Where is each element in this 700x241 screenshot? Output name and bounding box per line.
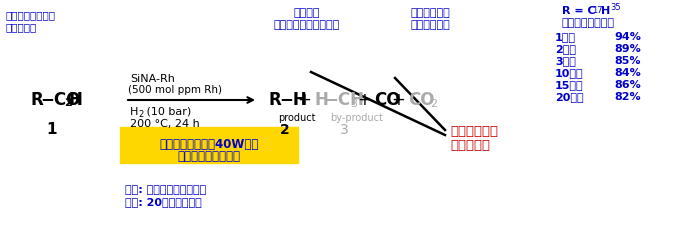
Text: H: H	[601, 6, 610, 16]
Text: 第二世代: 第二世代	[294, 8, 321, 18]
Text: R: R	[30, 91, 43, 109]
Text: +: +	[297, 91, 311, 109]
Text: R: R	[268, 91, 281, 109]
Text: +: +	[391, 91, 405, 109]
Text: −CO: −CO	[40, 91, 80, 109]
Text: +: +	[357, 91, 371, 109]
Text: 一酸化炭素は: 一酸化炭素は	[410, 8, 450, 18]
Text: マイクロ波照射　40W程度: マイクロ波照射 40W程度	[160, 138, 259, 151]
Text: 94%: 94%	[614, 32, 641, 42]
Text: H: H	[69, 91, 83, 109]
Text: （省エネルギー化）: （省エネルギー化）	[178, 150, 241, 163]
Text: バイオマス由来の: バイオマス由来の	[5, 10, 55, 20]
Text: 触媒: 20回再利用可能: 触媒: 20回再利用可能	[125, 197, 202, 207]
Text: (10 bar): (10 bar)	[143, 107, 191, 117]
Text: 86%: 86%	[614, 80, 640, 90]
Text: 2: 2	[138, 110, 144, 119]
Text: 石油合成原料: 石油合成原料	[410, 20, 450, 30]
Text: 水素: 再生可能エネルギー: 水素: 再生可能エネルギー	[125, 185, 206, 195]
Text: CO: CO	[408, 91, 435, 109]
Text: 2: 2	[280, 123, 290, 137]
Text: バイオディーゼル燃料: バイオディーゼル燃料	[274, 20, 340, 30]
Text: 35: 35	[610, 3, 621, 12]
Text: 200 °C, 24 h: 200 °C, 24 h	[130, 119, 199, 129]
Text: 2: 2	[64, 98, 71, 108]
Text: 生成しない: 生成しない	[450, 139, 490, 152]
Text: 1回目: 1回目	[555, 32, 576, 42]
Text: 2: 2	[430, 99, 437, 109]
Text: 82%: 82%	[614, 92, 640, 102]
Text: −H: −H	[279, 91, 307, 109]
Text: 二酸化炭素は: 二酸化炭素は	[450, 125, 498, 138]
Text: 17: 17	[592, 6, 603, 15]
Text: 2回目: 2回目	[555, 44, 576, 54]
Text: 1: 1	[47, 122, 57, 137]
Text: SiNA-Rh: SiNA-Rh	[130, 74, 175, 84]
Text: 3回目: 3回目	[555, 56, 576, 66]
Text: 3: 3	[350, 99, 357, 109]
Text: 20回目: 20回目	[555, 92, 584, 102]
Text: 89%: 89%	[614, 44, 640, 54]
Text: （ステアリン酸）: （ステアリン酸）	[562, 18, 615, 28]
Text: (500 mol ppm Rh): (500 mol ppm Rh)	[128, 85, 222, 95]
Text: by-product: by-product	[330, 113, 383, 123]
Text: R = C: R = C	[562, 6, 596, 16]
Text: H: H	[314, 91, 328, 109]
Text: CO: CO	[374, 91, 400, 109]
Text: product: product	[278, 113, 316, 123]
Text: 10回目: 10回目	[555, 68, 584, 78]
Text: 84%: 84%	[614, 68, 640, 78]
Text: H: H	[130, 107, 139, 117]
FancyBboxPatch shape	[120, 127, 298, 163]
Text: 遊離脂肪酸: 遊離脂肪酸	[5, 22, 36, 32]
Text: 3: 3	[340, 123, 349, 137]
Text: 15回目: 15回目	[555, 80, 584, 90]
Text: −CH: −CH	[324, 91, 364, 109]
Text: 85%: 85%	[614, 56, 640, 66]
